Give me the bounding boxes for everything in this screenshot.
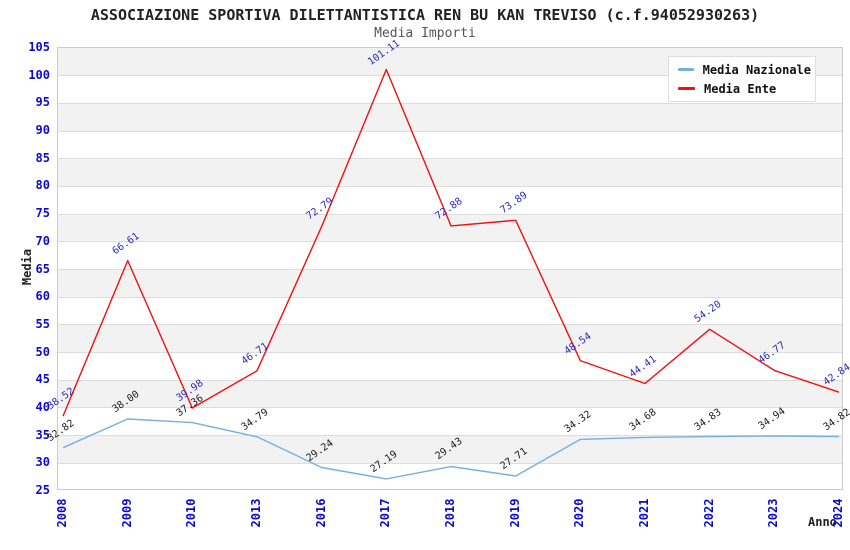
gridline xyxy=(58,158,842,160)
x-tick-label: 2013 xyxy=(249,498,263,528)
legend: Media Nazionale Media Ente xyxy=(668,56,816,102)
gridline xyxy=(58,435,842,437)
y-tick-label: 40 xyxy=(35,399,50,414)
y-tick-label: 25 xyxy=(35,483,50,497)
y-tick-label: 80 xyxy=(35,178,50,193)
chart-subtitle: Media Importi xyxy=(374,26,476,41)
x-tick-label: 2009 xyxy=(119,498,134,528)
gridline xyxy=(58,407,842,409)
gridline xyxy=(58,462,842,464)
gridline xyxy=(58,102,842,104)
y-tick-label: 75 xyxy=(35,206,50,221)
gridline xyxy=(58,241,842,243)
plot-area xyxy=(57,47,843,490)
gridline xyxy=(58,296,842,298)
x-tick-label: 2017 xyxy=(378,498,393,528)
legend-item-media-nazionale: Media Nazionale xyxy=(678,63,811,77)
background-band xyxy=(58,324,842,353)
x-tick-label: 2016 xyxy=(313,498,328,528)
y-tick-label: 105 xyxy=(28,40,50,54)
x-tick-label: 2022 xyxy=(701,498,716,528)
background-band xyxy=(58,435,842,464)
legend-item-media-ente: Media Ente xyxy=(678,82,811,96)
gridline xyxy=(58,352,842,354)
y-tick-label: 45 xyxy=(35,372,50,387)
series-line-media-ente xyxy=(62,68,840,417)
y-tick-label: 90 xyxy=(35,123,50,138)
x-tick-label: 2020 xyxy=(572,498,587,528)
x-tick-label: 2008 xyxy=(55,498,69,528)
y-tick-label: 100 xyxy=(28,67,50,82)
x-tick-label: 2010 xyxy=(184,498,199,528)
x-tick-label: 2019 xyxy=(507,498,522,528)
chart-title: ASSOCIAZIONE SPORTIVA DILETTANTISTICA RE… xyxy=(90,6,760,24)
y-tick-label: 95 xyxy=(35,95,50,110)
background-band xyxy=(58,103,842,132)
y-tick-label: 60 xyxy=(35,289,50,304)
y-tick-label: 70 xyxy=(35,233,50,248)
y-tick-label: 85 xyxy=(35,150,50,165)
gridline xyxy=(58,379,842,381)
y-tick-label: 35 xyxy=(35,427,50,442)
y-tick-label: 55 xyxy=(35,316,50,331)
y-tick-label: 65 xyxy=(35,261,50,276)
gridline xyxy=(58,185,842,187)
gridline xyxy=(58,130,842,132)
gridline xyxy=(58,75,842,77)
gridline xyxy=(58,269,842,270)
background-band xyxy=(58,158,842,187)
x-axis-title: Anno xyxy=(808,515,837,529)
y-tick-label: 30 xyxy=(35,455,50,470)
background-band xyxy=(58,269,842,298)
nazionale-line-swatch-icon xyxy=(678,68,694,71)
series-lines xyxy=(62,68,840,480)
gridline xyxy=(58,324,842,326)
background-band xyxy=(58,380,842,408)
x-tick-label: 2024 xyxy=(831,498,845,528)
background-band xyxy=(58,214,842,242)
ente-line-swatch-icon xyxy=(678,87,695,90)
gridline xyxy=(58,213,842,215)
x-tick-label: 2021 xyxy=(637,498,651,528)
series-line-media-nazionale xyxy=(62,418,840,480)
legend-label-media-ente: Media Ente xyxy=(704,81,777,96)
x-tick-label: 2023 xyxy=(766,498,781,528)
legend-label-media-nazionale: Media Nazionale xyxy=(702,62,811,77)
x-tick-label: 2018 xyxy=(443,498,457,528)
y-tick-label: 50 xyxy=(35,344,50,359)
